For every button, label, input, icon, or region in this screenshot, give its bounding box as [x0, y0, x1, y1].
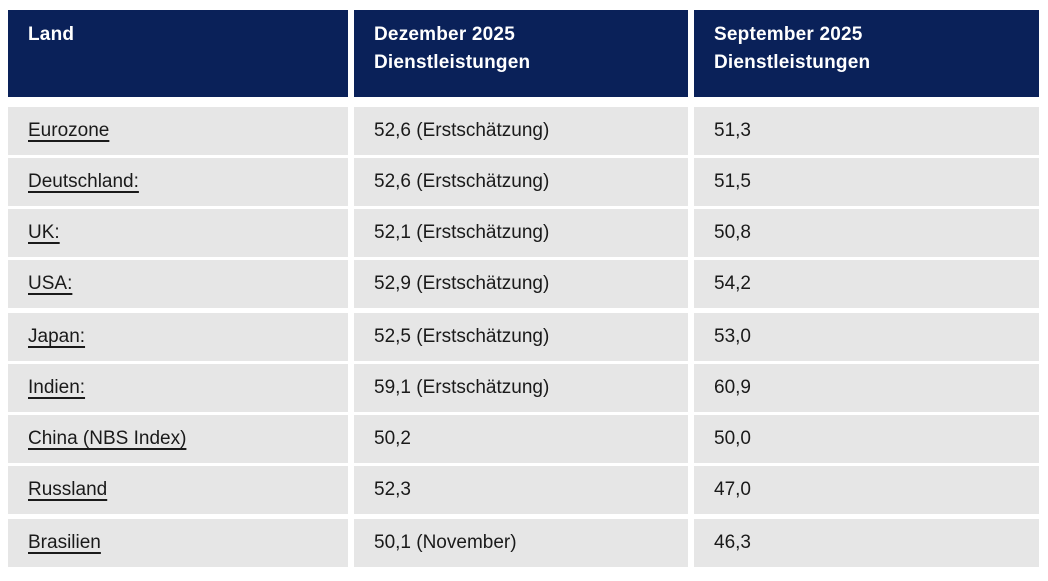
september-cell: 46,3 — [694, 519, 1039, 567]
table-row-indien: Indien: 59,1 (Erstschätzung) 60,9 — [8, 364, 1039, 412]
september-cell: 47,0 — [694, 466, 1039, 514]
land-cell: Japan: — [8, 313, 348, 361]
land-cell: Indien: — [8, 364, 348, 412]
header-dezember-2025: Dezember 2025 Dienstleistungen — [354, 10, 688, 97]
country-link-russland[interactable]: Russland — [28, 479, 108, 500]
table-row-deutschland: Deutschland: 52,6 (Erstschätzung) 51,5 — [8, 158, 1039, 206]
dezember-cell: 52,6 (Erstschätzung) — [354, 107, 688, 155]
september-cell: 60,9 — [694, 364, 1039, 412]
september-cell: 51,5 — [694, 158, 1039, 206]
september-cell: 50,0 — [694, 415, 1039, 463]
country-link-uk[interactable]: UK: — [28, 222, 60, 243]
land-cell: Brasilien — [8, 519, 348, 567]
table-header-row: Land Dezember 2025 Dienstleistungen Sept… — [8, 10, 1039, 97]
country-link-indien[interactable]: Indien: — [28, 377, 86, 398]
country-link-japan[interactable]: Japan: — [28, 326, 86, 347]
september-cell: 50,8 — [694, 209, 1039, 257]
country-link-deutschland[interactable]: Deutschland: — [28, 171, 139, 192]
header-september-2025: September 2025 Dienstleistungen — [694, 10, 1039, 97]
dezember-cell: 50,1 (November) — [354, 519, 688, 567]
september-cell: 54,2 — [694, 260, 1039, 308]
table-row-uk: UK: 52,1 (Erstschätzung) 50,8 — [8, 209, 1039, 257]
dezember-cell: 59,1 (Erstschätzung) — [354, 364, 688, 412]
country-link-eurozone[interactable]: Eurozone — [28, 120, 110, 141]
land-cell: UK: — [8, 209, 348, 257]
dezember-cell: 52,6 (Erstschätzung) — [354, 158, 688, 206]
table-row-japan: Japan: 52,5 (Erstschätzung) 53,0 — [8, 313, 1039, 361]
table-row-russland: Russland 52,3 47,0 — [8, 466, 1039, 514]
land-cell: USA: — [8, 260, 348, 308]
september-cell: 53,0 — [694, 313, 1039, 361]
dezember-cell: 52,1 (Erstschätzung) — [354, 209, 688, 257]
country-link-usa[interactable]: USA: — [28, 273, 73, 294]
pmi-services-table: Land Dezember 2025 Dienstleistungen Sept… — [8, 10, 1039, 570]
dezember-cell: 52,5 (Erstschätzung) — [354, 313, 688, 361]
land-cell: China (NBS Index) — [8, 415, 348, 463]
september-cell: 51,3 — [694, 107, 1039, 155]
country-link-china[interactable]: China (NBS Index) — [28, 428, 187, 449]
table-row-brasilien: Brasilien 50,1 (November) 46,3 — [8, 519, 1039, 567]
table-row-usa: USA: 52,9 (Erstschätzung) 54,2 — [8, 260, 1039, 308]
land-cell: Deutschland: — [8, 158, 348, 206]
table-row-china: China (NBS Index) 50,2 50,0 — [8, 415, 1039, 463]
table-row-eurozone: Eurozone 52,6 (Erstschätzung) 51,3 — [8, 107, 1039, 155]
dezember-cell: 50,2 — [354, 415, 688, 463]
country-link-brasilien[interactable]: Brasilien — [28, 532, 101, 553]
land-cell: Eurozone — [8, 107, 348, 155]
dezember-cell: 52,9 (Erstschätzung) — [354, 260, 688, 308]
dezember-cell: 52,3 — [354, 466, 688, 514]
header-land: Land — [8, 10, 348, 97]
land-cell: Russland — [8, 466, 348, 514]
